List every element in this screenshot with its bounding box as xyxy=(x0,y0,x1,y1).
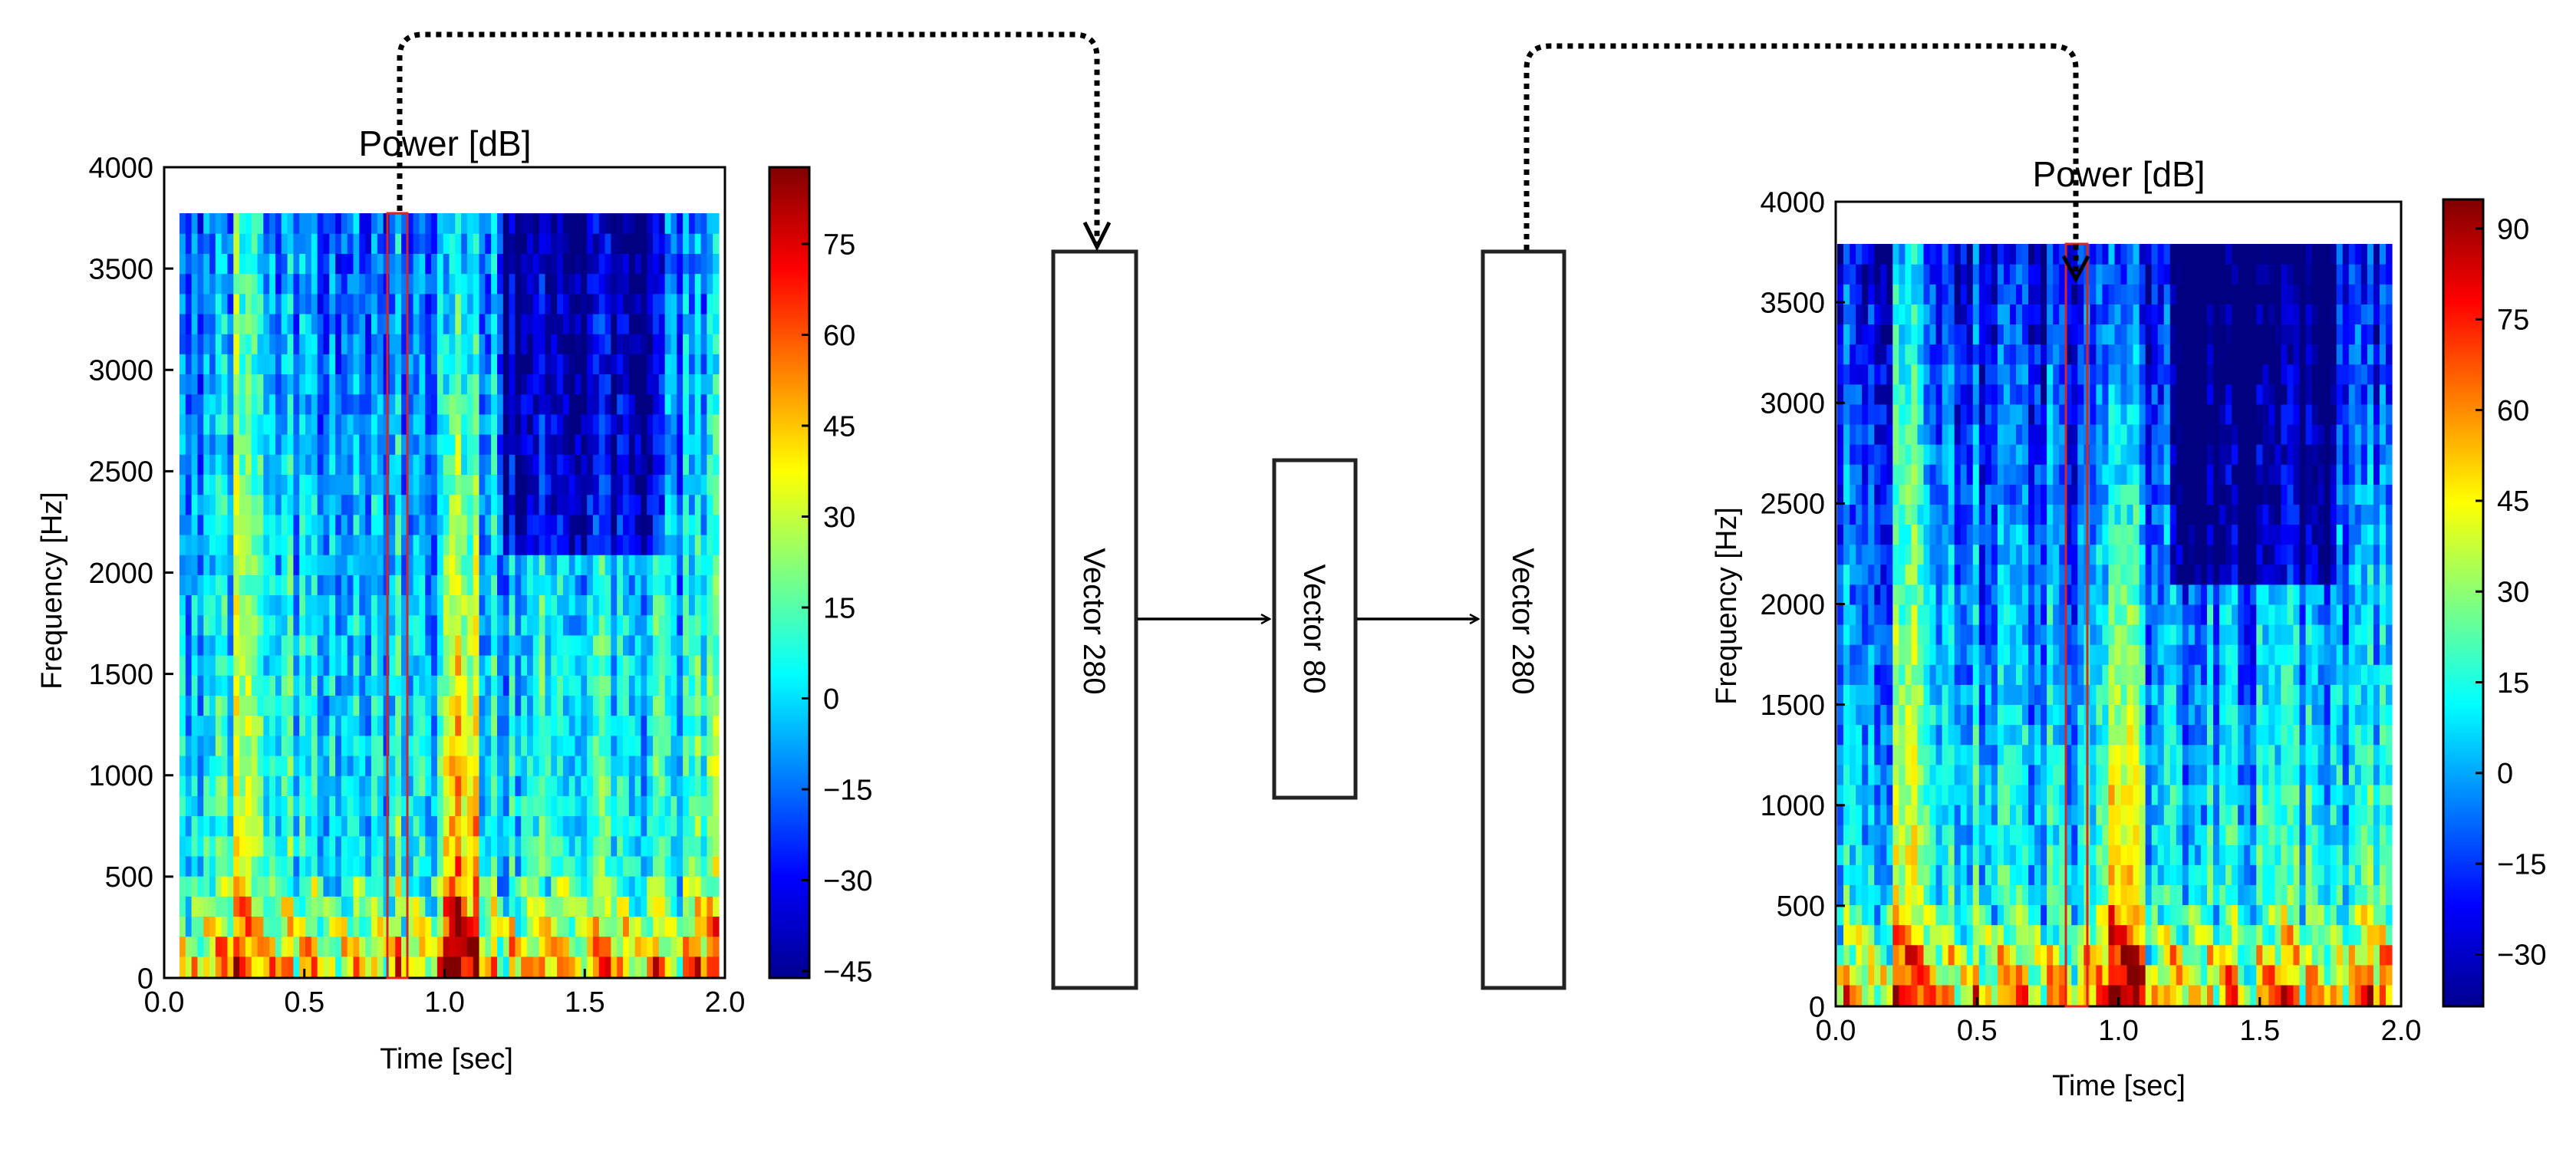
left-spectrogram-heatmap xyxy=(180,213,720,977)
colorbar-tick-label: 60 xyxy=(823,320,855,352)
colorbar-tick-label: −30 xyxy=(2497,940,2546,972)
colorbar-tick-label: 0 xyxy=(2497,758,2513,790)
x-tick-label: 1.0 xyxy=(2098,1015,2139,1047)
y-tick-label: 4000 xyxy=(88,152,153,184)
right-highlight-frame xyxy=(2064,242,2089,1008)
y-tick-label: 3000 xyxy=(1760,388,1825,420)
left-colorbar-ticks: 75 60 45 30 15 0 −15 −30 −45 xyxy=(802,229,872,988)
left-highlight-frame xyxy=(386,212,409,979)
colorbar-tick-label: −30 xyxy=(823,865,872,897)
left-y-axis-ticks: 0 500 1000 1500 2000 2500 3000 3500 4000 xyxy=(88,152,173,995)
left-x-axis-label: Time [sec] xyxy=(380,1043,513,1075)
bottleneck-vector-label: Vector 80 xyxy=(1297,564,1331,693)
output-vector-box xyxy=(1481,249,1566,990)
right-y-axis-ticks: 0 500 1000 1500 2000 2500 3000 3500 4000 xyxy=(1760,186,1845,1023)
y-tick-label: 3000 xyxy=(88,355,153,387)
y-tick-label: 500 xyxy=(105,861,153,894)
y-tick-label: 2500 xyxy=(88,456,153,489)
right-spectrogram-heatmap xyxy=(1837,244,2393,1006)
colorbar-tick-label: −15 xyxy=(2497,848,2546,881)
input-vector-label: Vector 280 xyxy=(1077,548,1111,694)
y-tick-label: 0 xyxy=(1809,991,1825,1023)
x-tick-label: 0.0 xyxy=(1816,1015,1856,1047)
x-tick-label: 0.5 xyxy=(284,986,324,1019)
right-plot-title: Power [dB] xyxy=(2033,154,2205,194)
colorbar-tick-label: 90 xyxy=(2497,213,2529,245)
y-tick-label: 1500 xyxy=(1760,690,1825,722)
left-colorbar xyxy=(768,166,811,979)
input-vector-box xyxy=(1051,249,1138,990)
right-y-axis-label: Frequency [Hz] xyxy=(1711,507,1743,705)
y-tick-label: 2000 xyxy=(1760,589,1825,621)
colorbar-tick-label: 60 xyxy=(2497,395,2529,427)
input-dotted-arrowhead xyxy=(1082,221,1112,252)
x-tick-label: 0.5 xyxy=(1957,1015,1998,1047)
right-x-axis-ticks: 0.0 0.5 1.0 1.5 2.0 xyxy=(1816,997,2422,1047)
y-tick-label: 4000 xyxy=(1760,186,1825,219)
y-tick-label: 0 xyxy=(137,963,153,995)
colorbar-tick-label: 15 xyxy=(2497,667,2529,700)
x-tick-label: 1.5 xyxy=(565,986,605,1019)
y-tick-label: 1000 xyxy=(88,760,153,792)
left-spectrogram: Power [dB] 0 500 1000 1500 2000 2500 3000 3500 4… xyxy=(36,123,872,1075)
right-colorbar-ticks: 90 75 60 45 30 15 0 −15 −30 xyxy=(2476,213,2546,972)
x-tick-label: 2.0 xyxy=(705,986,746,1019)
colorbar-tick-label: 15 xyxy=(823,592,855,624)
colorbar-tick-label: 30 xyxy=(2497,577,2529,609)
output-dotted-arrowhead xyxy=(2061,255,2090,284)
colorbar-tick-label: 75 xyxy=(823,229,855,261)
x-tick-label: 1.0 xyxy=(424,986,465,1019)
left-x-axis-ticks: 0.0 0.5 1.0 1.5 2.0 xyxy=(144,969,746,1019)
y-tick-label: 1500 xyxy=(88,659,153,691)
left-y-axis-label: Frequency [Hz] xyxy=(36,492,68,690)
y-tick-label: 2000 xyxy=(88,558,153,590)
colorbar-tick-label: −15 xyxy=(823,774,872,806)
right-x-axis-label: Time [sec] xyxy=(2052,1070,2186,1102)
y-tick-label: 2500 xyxy=(1760,489,1825,521)
colorbar-tick-label: 45 xyxy=(2497,486,2529,518)
y-tick-label: 500 xyxy=(1777,891,1825,923)
left-plot-title: Power [dB] xyxy=(359,123,532,163)
y-tick-label: 3500 xyxy=(88,253,153,285)
output-vector-label: Vector 280 xyxy=(1506,548,1540,694)
autoencoder-network: Vector 280 Vector 80 Vector 280 xyxy=(397,31,2090,990)
colorbar-tick-label: 30 xyxy=(823,502,855,534)
output-dotted-arrow xyxy=(1524,43,2079,276)
x-tick-label: 2.0 xyxy=(2381,1015,2422,1047)
y-tick-label: 3500 xyxy=(1760,287,1825,319)
y-tick-label: 1000 xyxy=(1760,790,1825,822)
colorbar-tick-label: 75 xyxy=(2497,305,2529,337)
right-spectrogram: Power [dB] 0 500 1000 1500 2000 2500 3000 3500 4… xyxy=(1711,154,2546,1102)
x-tick-label: 0.0 xyxy=(144,986,185,1019)
colorbar-tick-label: 0 xyxy=(823,683,839,716)
colorbar-tick-label: −45 xyxy=(823,956,872,988)
colorbar-tick-label: 45 xyxy=(823,410,855,443)
input-dotted-arrow xyxy=(397,31,1100,244)
bottleneck-vector-box xyxy=(1272,458,1358,800)
x-tick-label: 1.5 xyxy=(2239,1015,2280,1047)
right-colorbar xyxy=(2442,198,2485,1008)
